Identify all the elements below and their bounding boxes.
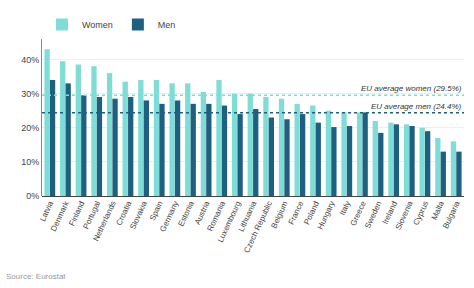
svg-text:10%: 10% bbox=[21, 157, 39, 167]
svg-text:Portugal: Portugal bbox=[81, 200, 102, 231]
svg-text:Women: Women bbox=[82, 20, 113, 30]
svg-text:Bulgaria: Bulgaria bbox=[441, 199, 462, 230]
svg-text:Ireland: Ireland bbox=[381, 200, 399, 226]
svg-text:Men: Men bbox=[158, 20, 176, 30]
svg-text:EU average women (29.5%): EU average women (29.5%) bbox=[361, 84, 462, 93]
svg-text:Romania: Romania bbox=[205, 199, 227, 232]
svg-text:Latvia: Latvia bbox=[38, 199, 55, 223]
svg-text:Czech Republic: Czech Republic bbox=[242, 200, 274, 255]
svg-text:Italy: Italy bbox=[338, 200, 352, 217]
svg-text:France: France bbox=[287, 199, 306, 226]
svg-text:Greece: Greece bbox=[349, 199, 368, 227]
svg-text:20%: 20% bbox=[21, 123, 39, 133]
svg-text:Netherlands: Netherlands bbox=[91, 200, 117, 243]
svg-text:Poland: Poland bbox=[302, 200, 321, 226]
svg-text:30%: 30% bbox=[21, 89, 39, 99]
svg-text:40%: 40% bbox=[21, 55, 39, 65]
svg-text:Lithuania: Lithuania bbox=[237, 199, 259, 233]
svg-text:Spain: Spain bbox=[148, 200, 165, 222]
svg-text:Malta: Malta bbox=[430, 199, 447, 221]
svg-text:Austria: Austria bbox=[193, 199, 212, 226]
svg-text:Luxembourg: Luxembourg bbox=[216, 200, 243, 244]
svg-text:EU average men (24.4%): EU average men (24.4%) bbox=[371, 102, 462, 111]
svg-text:Estonia: Estonia bbox=[176, 199, 196, 227]
svg-text:Sweden: Sweden bbox=[363, 200, 383, 230]
svg-text:Cyprus: Cyprus bbox=[412, 200, 431, 227]
svg-text:Slovakia: Slovakia bbox=[128, 199, 149, 231]
svg-text:Slovenia: Slovenia bbox=[394, 199, 415, 231]
svg-text:0%: 0% bbox=[26, 191, 39, 201]
svg-text:Croatia: Croatia bbox=[114, 199, 133, 227]
svg-text:Hungary: Hungary bbox=[316, 200, 337, 231]
svg-text:Germany: Germany bbox=[158, 200, 180, 234]
svg-text:Source: Eurostat: Source: Eurostat bbox=[6, 272, 66, 281]
svg-text:Denmark: Denmark bbox=[49, 199, 71, 233]
svg-text:Belgium: Belgium bbox=[269, 199, 290, 229]
svg-text:Finland: Finland bbox=[67, 200, 86, 228]
